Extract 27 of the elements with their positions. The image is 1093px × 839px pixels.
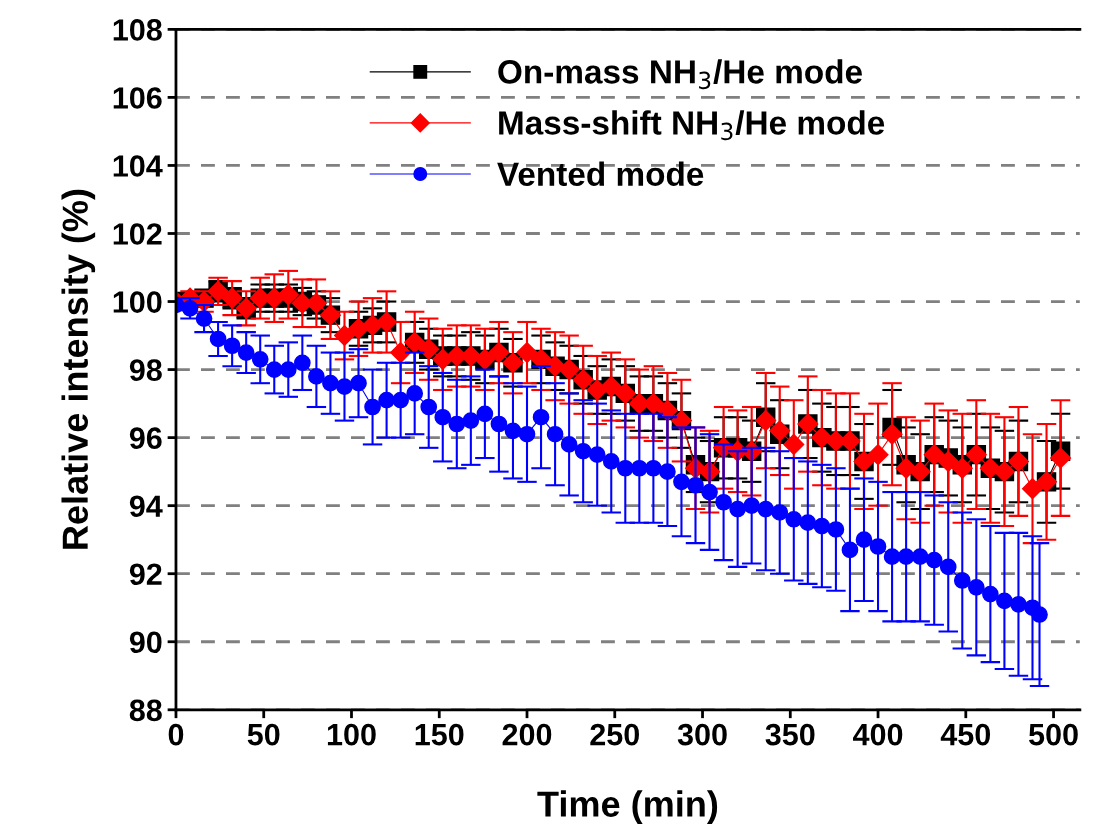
legend-label: Mass-shift NH$_{3}$/He mode <box>499 110 885 141</box>
x-tick-label: 0 <box>168 723 184 746</box>
y-tick-label: 106 <box>113 87 162 109</box>
y-tick-label: 94 <box>129 495 163 518</box>
x-tick-label: 300 <box>677 723 727 746</box>
y-tick-label: 90 <box>129 631 162 654</box>
y-axis-title: Relative intensity (%) <box>61 189 96 549</box>
y-tick-label: 108 <box>113 19 162 41</box>
legend-label: Vented mode <box>497 161 704 186</box>
x-axis-title: Time (min) <box>537 790 718 825</box>
x-tick-label: 400 <box>853 723 903 746</box>
x-tick-label: 200 <box>502 723 552 746</box>
y-tick-label: 98 <box>129 359 162 381</box>
y-tick-label: 92 <box>129 563 162 586</box>
y-tick-label: 88 <box>129 699 162 722</box>
x-tick-label: 450 <box>940 723 991 746</box>
y-tick-label: 96 <box>129 427 162 449</box>
x-tick-label: 350 <box>765 723 815 746</box>
x-tick-label: 150 <box>415 723 464 746</box>
y-tick-label: 104 <box>113 155 163 177</box>
x-tick-label: 500 <box>1029 723 1078 746</box>
legend-label: On-mass NH$_{3}$/He mode <box>498 59 862 90</box>
y-tick-label: 100 <box>113 291 162 313</box>
y-tick-label: 102 <box>113 223 162 245</box>
x-tick-label: 50 <box>247 723 280 746</box>
x-tick-label: 250 <box>590 723 640 746</box>
x-tick-label: 100 <box>327 723 376 746</box>
